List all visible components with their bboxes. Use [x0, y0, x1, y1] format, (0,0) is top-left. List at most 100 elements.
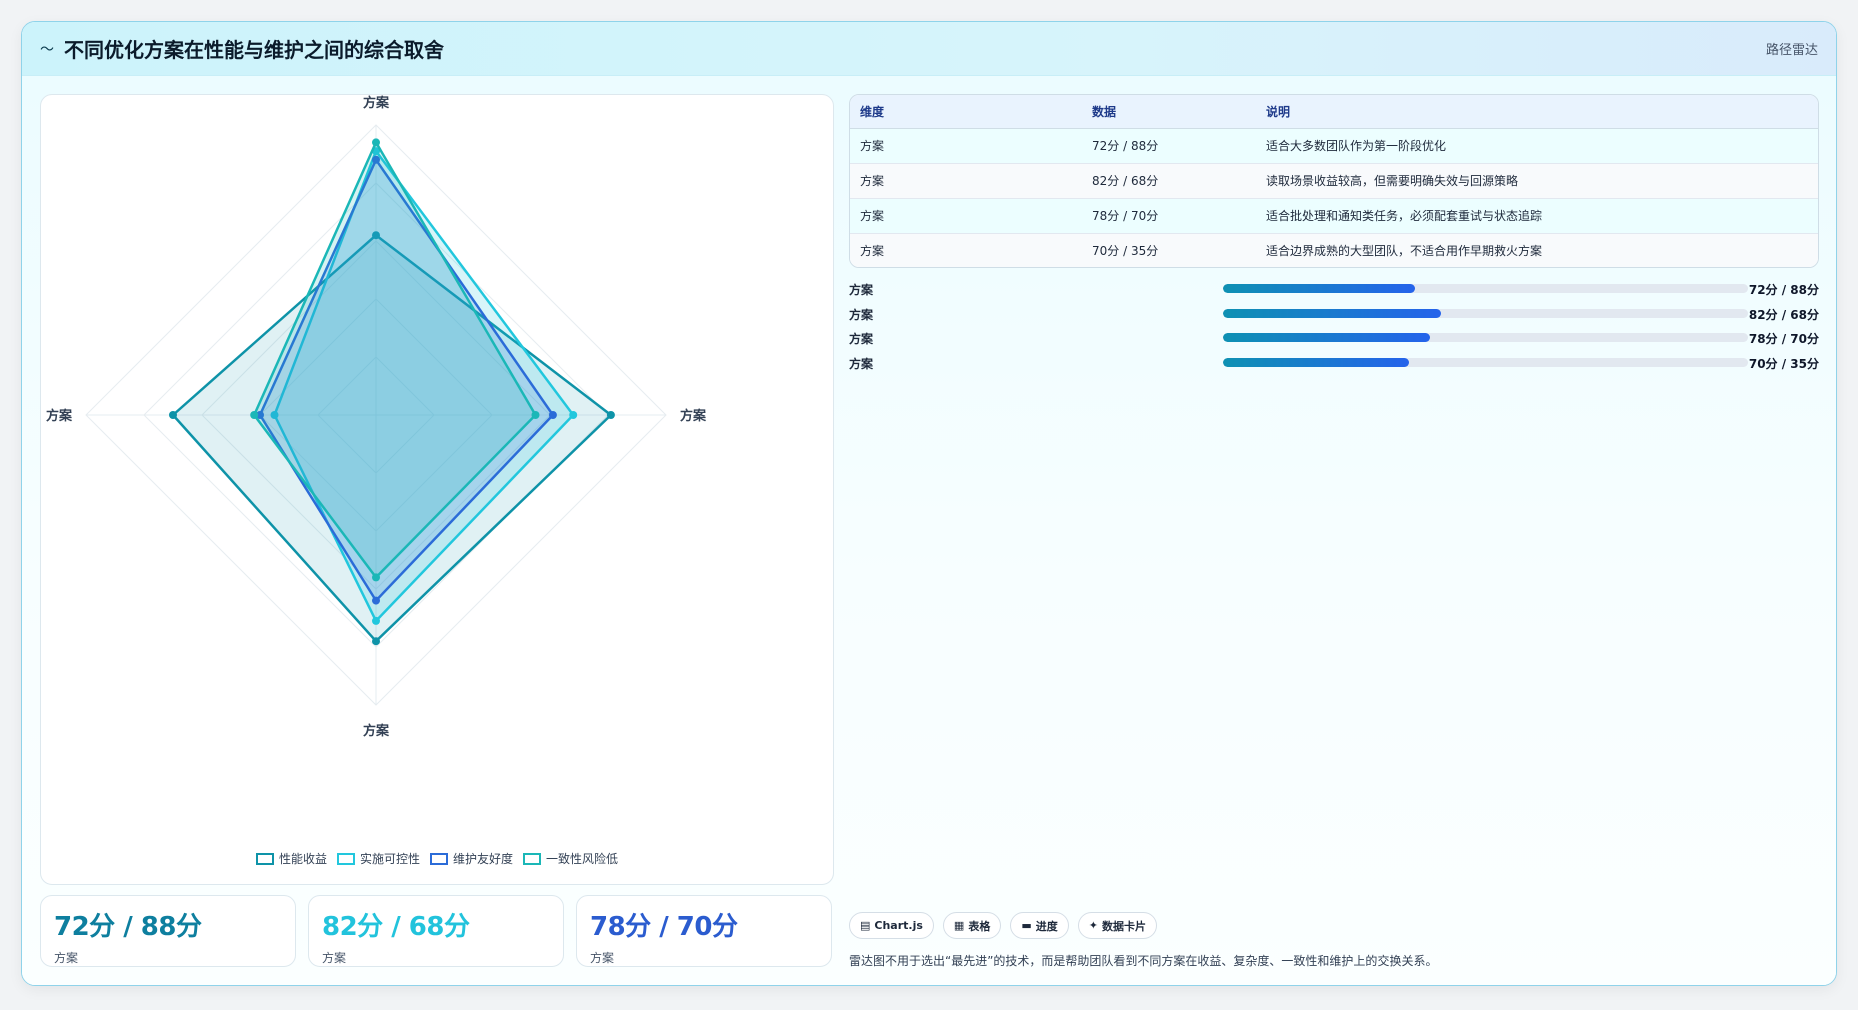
chip-label: Chart.js	[874, 919, 923, 932]
chart-legend: 性能收益 实施可控性 维护友好度 一致性风险低	[41, 850, 833, 867]
table-cell: 方案	[850, 128, 1082, 164]
chip-label: 进度	[1035, 919, 1058, 933]
legend-swatch	[336, 852, 355, 865]
stat-value: 72分 / 88分	[54, 912, 202, 942]
chip-label: 表格	[968, 919, 991, 933]
chip-chartjs[interactable]: ▤ Chart.js	[849, 912, 934, 939]
legend-item[interactable]: 一致性风险低	[523, 850, 618, 867]
progress-list: 方案 72分 / 88分 方案 82分 / 68分 方案 78分 / 70分 方…	[849, 277, 1819, 375]
chip-label: 数据卡片	[1101, 919, 1146, 933]
legend-label: 性能收益	[278, 852, 327, 866]
data-point	[372, 155, 380, 164]
chip-data-card[interactable]: ✦ 数据卡片	[1077, 912, 1157, 939]
legend-item[interactable]: 实施可控性	[336, 850, 420, 867]
radar-chart-card: 方案 方案 方案 方案 性能收益 实施可控性 维护友好度 一致性风险低	[40, 94, 834, 885]
data-point	[270, 411, 279, 419]
stat-card-1: 72分 / 88分 方案	[40, 895, 296, 967]
stat-label: 方案	[54, 951, 79, 965]
header-bar: 〜 不同优化方案在性能与维护之间的综合取舍 路径雷达	[22, 22, 1836, 76]
table-row: 方案 78分 / 70分 适合批处理和通知类任务，必须配套重试与状态追踪	[850, 198, 1818, 234]
axis-label: 方案	[363, 723, 390, 739]
stat-value: 82分 / 68分	[322, 912, 470, 942]
table-cell: 方案	[850, 233, 1082, 267]
data-point	[250, 411, 259, 419]
table-cell: 72分 / 88分	[1082, 128, 1256, 164]
data-point	[606, 411, 615, 419]
table-row: 方案 82分 / 68分 读取场景收益较高，但需要明确失效与回源策略	[850, 163, 1818, 199]
table-cell: 适合边界成熟的大型团队，不适合用作早期救火方案	[1256, 233, 1818, 267]
legend-swatch	[255, 852, 274, 865]
data-table: 维度 数据 说明 方案 72分 / 88分 适合大多数团队作为第一阶段优化 方案…	[850, 95, 1818, 267]
progress-label: 方案	[849, 332, 874, 346]
table-cell: 82分 / 68分	[1082, 163, 1256, 199]
legend-label: 实施可控性	[359, 852, 420, 866]
data-point	[372, 637, 380, 646]
data-point	[372, 231, 380, 240]
data-point	[372, 573, 380, 582]
progress-fill	[1223, 308, 1441, 318]
data-point	[372, 138, 380, 147]
progress-value: 72分 / 88分	[1748, 283, 1819, 297]
column-header: 维度	[850, 95, 1082, 129]
tech-chips: ▤ Chart.js ▦ 表格 ▬ 进度 ✦ 数据卡片	[849, 912, 1157, 939]
data-point	[531, 411, 540, 419]
footnote: 雷达图不用于选出“最先进”的技术，而是帮助团队看到不同方案在收益、复杂度、一致性…	[849, 954, 1438, 968]
table-cell: 读取场景收益较高，但需要明确失效与回源策略	[1256, 163, 1818, 199]
progress-fill	[1223, 357, 1410, 367]
legend-item[interactable]: 性能收益	[255, 850, 327, 867]
progress-track	[1223, 308, 1748, 318]
progress-row: 方案 72分 / 88分	[849, 277, 1819, 302]
legend-label: 一致性风险低	[546, 852, 619, 866]
data-point	[548, 411, 557, 419]
table-icon: ▦	[953, 919, 965, 932]
axis-label: 方案	[46, 408, 73, 424]
header-tag: 路径雷达	[1765, 43, 1818, 58]
table-cell: 适合大多数团队作为第一阶段优化	[1256, 128, 1818, 164]
table-cell: 方案	[850, 198, 1082, 234]
dashboard-frame: 〜 不同优化方案在性能与维护之间的综合取舍 路径雷达 方案 方案 方案 方案 性能收益…	[21, 21, 1837, 986]
table-row: 方案 72分 / 88分 适合大多数团队作为第一阶段优化	[850, 128, 1818, 164]
table-row: 方案 70分 / 35分 适合边界成熟的大型团队，不适合用作早期救火方案	[850, 233, 1818, 267]
stat-value: 78分 / 70分	[590, 912, 738, 942]
data-point	[372, 616, 380, 625]
progress-value: 78分 / 70分	[1748, 332, 1819, 346]
chart-icon: ▤	[860, 919, 871, 932]
chip-table[interactable]: ▦ 表格	[942, 912, 1002, 939]
legend-swatch	[523, 852, 542, 865]
progress-track	[1223, 357, 1748, 367]
data-point	[256, 411, 264, 419]
column-header: 数据	[1082, 95, 1256, 129]
chip-progress[interactable]: ▬ 进度	[1010, 912, 1069, 939]
progress-label: 方案	[849, 356, 874, 371]
progress-value: 82分 / 68分	[1748, 307, 1819, 322]
stat-card-3: 78分 / 70分 方案	[576, 895, 832, 967]
progress-value: 70分 / 35分	[1748, 356, 1819, 371]
progress-fill	[1223, 333, 1431, 342]
legend-item[interactable]: 维护友好度	[430, 850, 513, 867]
progress-icon: ▬	[1021, 919, 1032, 932]
legend-swatch	[430, 852, 448, 865]
data-table-card: 维度 数据 说明 方案 72分 / 88分 适合大多数团队作为第一阶段优化 方案…	[849, 94, 1819, 268]
stat-card-2: 82分 / 68分 方案	[308, 895, 564, 967]
progress-track	[1223, 333, 1748, 342]
axis-label: 方案	[680, 408, 707, 424]
card-icon: ✦	[1088, 919, 1098, 932]
table-cell: 方案	[850, 163, 1082, 199]
stat-label: 方案	[590, 951, 615, 965]
table-cell: 78分 / 70分	[1082, 198, 1256, 234]
data-point	[169, 411, 177, 419]
progress-label: 方案	[849, 283, 874, 297]
progress-track	[1223, 284, 1748, 293]
progress-label: 方案	[849, 307, 874, 322]
table-cell: 70分 / 35分	[1082, 233, 1256, 267]
progress-row: 方案 82分 / 68分	[849, 302, 1819, 327]
column-header: 说明	[1256, 95, 1818, 129]
table-cell: 适合批处理和通知类任务，必须配套重试与状态追踪	[1256, 198, 1818, 234]
progress-row: 方案 70分 / 35分	[849, 351, 1819, 376]
legend-label: 维护友好度	[453, 852, 514, 866]
page-title: 不同优化方案在性能与维护之间的综合取舍	[64, 38, 444, 62]
progress-row: 方案 78分 / 70分	[849, 326, 1819, 351]
data-point	[569, 411, 578, 419]
data-point	[372, 596, 380, 605]
